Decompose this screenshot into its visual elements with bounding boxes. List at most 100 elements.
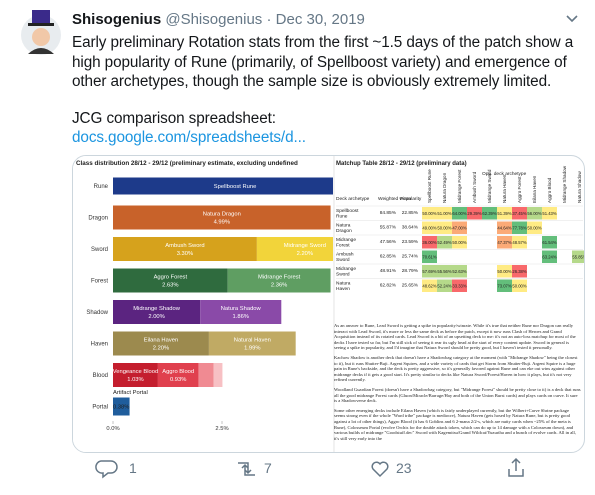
matchup-cell: 62.39% bbox=[482, 211, 496, 216]
category-label: Portal bbox=[92, 405, 108, 411]
segment-name: Midrange Sword bbox=[284, 243, 326, 249]
retweet-count: 7 bbox=[264, 460, 272, 476]
group-header: Opp. deck archetype bbox=[482, 171, 527, 177]
opponent-header: Midrange Forest bbox=[457, 169, 462, 203]
matchup-cell: 50.00% bbox=[422, 211, 436, 216]
category-label: Dragon bbox=[88, 216, 108, 222]
column-header: Popularity bbox=[400, 196, 422, 202]
segment-name: Vengeance Blood bbox=[113, 369, 158, 375]
table-cell: 28.79% bbox=[402, 268, 419, 274]
opponent-header: Aggro Forest bbox=[517, 176, 522, 203]
matchup-cell: 33.33% bbox=[452, 284, 466, 289]
bar-segment bbox=[157, 363, 199, 387]
category-label: Sword bbox=[91, 247, 108, 253]
link[interactable]: docs.google.com/spreadsheets/d... bbox=[72, 129, 306, 146]
row-label-part: Haven bbox=[336, 286, 350, 292]
cell-bg bbox=[422, 265, 437, 278]
row-label-part: Spellboost bbox=[336, 208, 359, 214]
opponent-header: Spellboost Rune bbox=[427, 169, 432, 203]
matchup-cell: 63.24% bbox=[542, 255, 556, 260]
cell-bg bbox=[452, 265, 467, 278]
segment-value: 2.63% bbox=[162, 283, 178, 289]
retweet-icon[interactable] bbox=[238, 462, 255, 476]
matchup-cell: 52.63% bbox=[452, 269, 466, 274]
row-label-part: Forest bbox=[336, 243, 350, 249]
cell-bg bbox=[452, 279, 467, 292]
matchup-cell: 52.24% bbox=[437, 284, 451, 289]
avatar[interactable] bbox=[20, 8, 62, 56]
segment-value: 2.36% bbox=[271, 283, 287, 289]
opponent-header: Natura Haven bbox=[502, 174, 507, 203]
column-header: Weighted winra bbox=[378, 196, 411, 202]
segment-name: Aggro Blood bbox=[162, 369, 194, 375]
cell-bg bbox=[437, 236, 452, 249]
cell-bg bbox=[437, 265, 452, 278]
reply-icon[interactable] bbox=[95, 460, 118, 479]
cell-bg bbox=[482, 207, 497, 220]
opponent-header: Midrange Sword bbox=[487, 169, 492, 203]
matchup-cell: 64.00% bbox=[452, 211, 466, 216]
text-line: other archetypes, though the sample size… bbox=[72, 73, 552, 90]
share-icon[interactable] bbox=[508, 457, 524, 477]
attached-image[interactable]: Class distribution 28/12 - 29/12 (prelim… bbox=[72, 155, 585, 453]
segment-name: Spellboost Rune bbox=[214, 184, 257, 190]
segment-value: 1.86% bbox=[233, 314, 249, 320]
author[interactable]: Shisogenius @Shisogenius · Dec 30, 2019 bbox=[72, 11, 365, 28]
notes: As an answer to Rune, Lead Sword is gett… bbox=[334, 323, 581, 451]
bar-segment bbox=[256, 237, 333, 261]
matchup-cell: 50.00% bbox=[437, 226, 451, 231]
matchup-cell: 47.37% bbox=[497, 240, 511, 245]
date[interactable]: Dec 30, 2019 bbox=[275, 11, 365, 28]
table-cell: 48.91% bbox=[380, 268, 397, 274]
segment-name: Eilana Haven bbox=[144, 338, 178, 344]
x-tick-label: 2.5% bbox=[215, 426, 228, 432]
bar-segment bbox=[113, 268, 228, 293]
bar-segment bbox=[113, 331, 209, 356]
segment-value: 2.20% bbox=[153, 346, 169, 352]
segment-name: Aggro Forest bbox=[154, 275, 188, 281]
segment-name: Ambush Sword bbox=[165, 243, 204, 249]
segment-value: 2.20% bbox=[297, 251, 313, 257]
cell-bg bbox=[512, 207, 527, 220]
matchup-cell: 49.00% bbox=[422, 226, 436, 231]
reply-count: 1 bbox=[129, 460, 137, 476]
bar-segment bbox=[113, 363, 158, 387]
matchup-cell: 44.64% bbox=[497, 226, 511, 231]
segment-value: 3.30% bbox=[177, 251, 193, 257]
matchup-cell: 77.78% bbox=[512, 226, 526, 231]
matchup-cell: 47.00% bbox=[452, 226, 466, 231]
table-cell: 55.87% bbox=[380, 225, 397, 231]
cell-bg bbox=[542, 250, 557, 263]
link-intro: JCG comparison spreadsheet: bbox=[72, 110, 276, 127]
like-icon[interactable] bbox=[371, 461, 389, 478]
table-cell: 23.59% bbox=[402, 239, 419, 245]
matchup-cell: 37.45% bbox=[512, 211, 526, 216]
matchup-cell: 50.00% bbox=[452, 240, 466, 245]
plot: Spellboost Rune Natura Dragon 4.99% Ambush … bbox=[113, 177, 333, 416]
matchup-cell: 73.07% bbox=[497, 284, 511, 289]
table-cell: 22.85% bbox=[402, 210, 419, 216]
caret[interactable] bbox=[565, 14, 579, 24]
cell-bg bbox=[512, 221, 527, 234]
note-paragraph: As an answer to Rune, Lead Sword is gett… bbox=[334, 323, 576, 351]
handle[interactable]: @Shisogenius bbox=[165, 11, 263, 28]
category-label: Rune bbox=[94, 184, 109, 190]
display-name[interactable]: Shisogenius bbox=[72, 11, 162, 28]
cell-bg bbox=[452, 221, 467, 234]
cell-bg bbox=[512, 236, 527, 249]
matchup-cell: 57.69% bbox=[422, 269, 436, 274]
opponent-header: Natura Dragon bbox=[442, 172, 447, 203]
row-label: Natura Dragon bbox=[336, 223, 352, 235]
matchup-cell: 48.62% bbox=[422, 284, 436, 289]
cell-bg bbox=[497, 207, 512, 220]
table-title: Matchup Table 28/12 - 29/12 (preliminary… bbox=[336, 161, 467, 167]
table-cell: 62.85% bbox=[380, 254, 397, 260]
matchup-cell: 51.00% bbox=[437, 211, 451, 216]
cell-bg bbox=[422, 207, 437, 220]
cell-bg bbox=[497, 236, 512, 249]
matchup-cell: 51.39% bbox=[497, 211, 511, 216]
segment-name: Artifact Portal bbox=[113, 390, 148, 396]
table-cell: 62.82% bbox=[380, 283, 397, 289]
row-label-part: Dragon bbox=[336, 228, 352, 234]
bar-segment bbox=[113, 205, 331, 230]
